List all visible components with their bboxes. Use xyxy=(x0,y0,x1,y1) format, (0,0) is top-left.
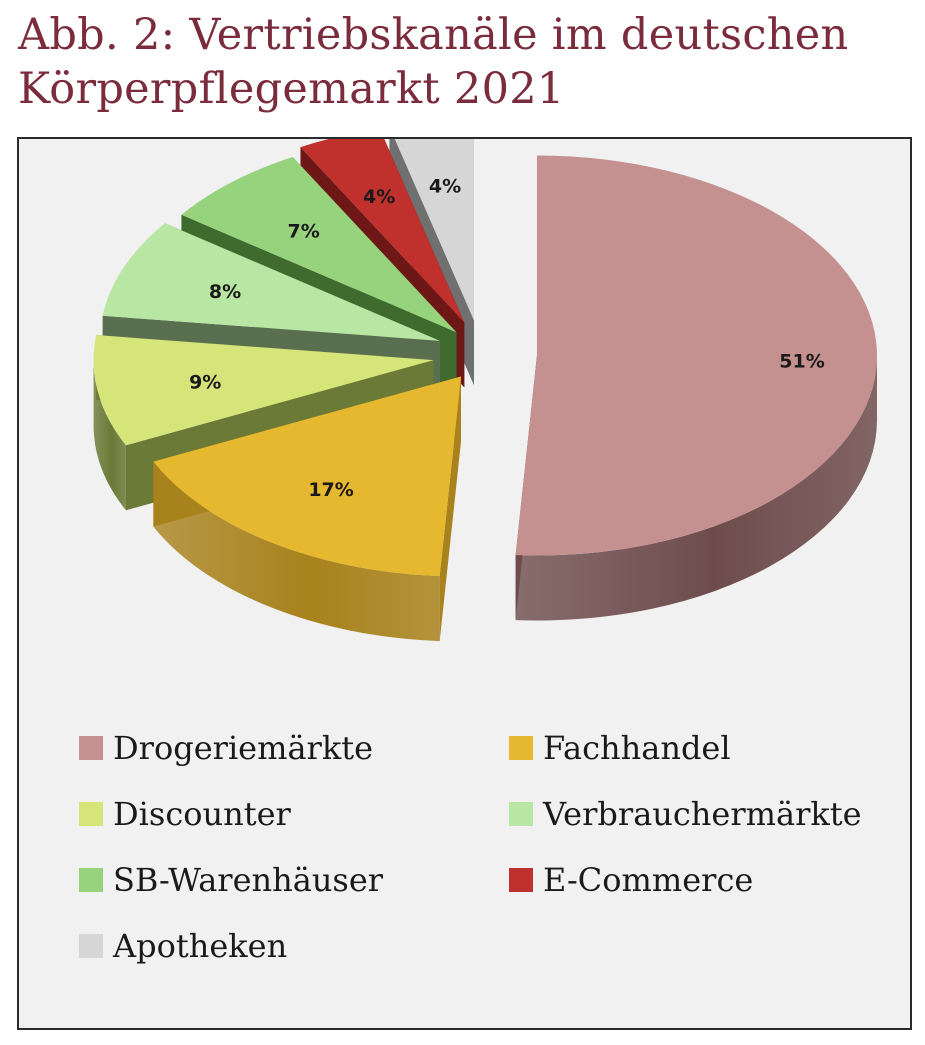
chart-frame: 51% 17% 9% 8% 7% 4% 4% Drogeriemärkte Fachhande… xyxy=(17,137,912,1030)
chart-title-line-1: Abb. 2: Vertriebskanäle im deutschen xyxy=(18,10,849,60)
legend-swatch xyxy=(79,868,103,892)
pie-slice-top xyxy=(102,223,440,341)
data-label: 4% xyxy=(429,175,461,197)
legend-item: SB-Warenhäuser xyxy=(79,861,383,899)
pie-slice-side xyxy=(153,461,440,642)
pie-slice-side xyxy=(93,360,126,511)
legend-item: Drogeriemärkte xyxy=(79,729,373,767)
data-label: 9% xyxy=(189,371,221,393)
data-label: 4% xyxy=(363,186,395,208)
legend-swatch xyxy=(79,736,103,760)
legend-label: Fachhandel xyxy=(543,729,731,767)
pie-slice-top xyxy=(153,376,462,577)
data-label: 51% xyxy=(779,350,824,372)
legend-item: Discounter xyxy=(79,795,291,833)
legend-swatch xyxy=(509,868,533,892)
legend-item: E-Commerce xyxy=(509,861,753,899)
pie-chart: 51% 17% 9% 8% 7% 4% 4% xyxy=(93,139,877,642)
legend-swatch xyxy=(509,802,533,826)
data-label: 8% xyxy=(209,281,241,303)
pie-slice-top xyxy=(93,335,434,446)
chart-title-line-2: Körperpflegemarkt 2021 xyxy=(18,64,565,114)
legend-swatch xyxy=(509,736,533,760)
legend-label: E-Commerce xyxy=(543,861,754,899)
pie-slice-drogeriemärkte xyxy=(515,155,877,621)
legend-item: Apotheken xyxy=(79,927,287,965)
legend-label: Verbrauchermärkte xyxy=(543,795,862,833)
legend-swatch xyxy=(79,934,103,958)
data-label: 17% xyxy=(308,479,353,501)
pie-slice-top xyxy=(300,139,465,323)
legend-label: Drogeriemärkte xyxy=(113,729,374,767)
legend-label: Discounter xyxy=(113,795,291,833)
legend-swatch xyxy=(79,802,103,826)
pie-slice-top xyxy=(515,155,877,556)
legend-label: SB-Warenhäuser xyxy=(113,861,384,899)
pie-slice-side xyxy=(515,355,877,621)
chart-title: Abb. 2: Vertriebskanäle im deutschen Kör… xyxy=(18,8,918,116)
pie-slice-fachhandel xyxy=(153,376,462,642)
pie-slice-top xyxy=(394,139,474,321)
legend-label: Apotheken xyxy=(113,927,288,965)
legend-item: Verbrauchermärkte xyxy=(509,795,862,833)
pie-slice-top xyxy=(181,157,457,333)
legend-item: Fachhandel xyxy=(509,729,731,767)
data-label: 7% xyxy=(287,220,319,242)
